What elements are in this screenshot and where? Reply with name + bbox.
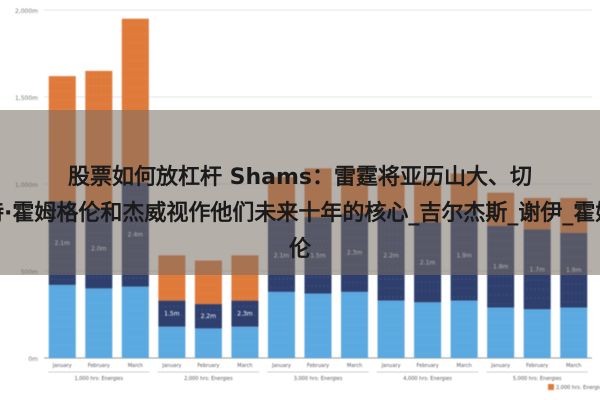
group-label: 2,000 hrs: Energies bbox=[184, 376, 233, 382]
x-tick-label: March bbox=[457, 363, 472, 369]
group-label: 3,000 hrs: Energies bbox=[294, 376, 343, 382]
bar-segment bbox=[194, 328, 222, 358]
group-label: 5,000 hrs: Energies bbox=[513, 376, 562, 382]
group-label: 1,000 hrs: Energies bbox=[74, 376, 123, 382]
bar-segment bbox=[158, 326, 186, 358]
bar-segment bbox=[450, 300, 478, 358]
x-axis-ticks: January February March January February March… bbox=[52, 363, 582, 369]
x-tick-label: January bbox=[381, 363, 401, 369]
bar-segment bbox=[560, 307, 588, 358]
legend-swatch bbox=[548, 384, 554, 390]
bar-segment bbox=[414, 302, 442, 358]
headline-line-1: 股票如何放杠杆 Shams：雷霆将亚历山大、切 bbox=[67, 165, 533, 190]
bar-segment bbox=[194, 304, 222, 329]
bar-segment bbox=[121, 286, 149, 358]
x-axis-groups: 1,000 hrs: Energies 2,000 hrs: Energies 3,… bbox=[48, 371, 588, 382]
bar-segment bbox=[267, 291, 295, 358]
x-tick-label: January bbox=[490, 363, 510, 369]
bar-segment bbox=[523, 309, 551, 358]
headline-line-3: 伦 bbox=[288, 237, 311, 262]
bar-segment bbox=[304, 293, 332, 358]
y-tick-label: 0m bbox=[28, 356, 38, 363]
headline-overlay bbox=[0, 110, 600, 275]
x-tick-label: January bbox=[271, 363, 291, 369]
data-label: 2.3m bbox=[237, 311, 253, 318]
bar-segment bbox=[487, 307, 515, 358]
x-tick-label: March bbox=[237, 363, 252, 369]
y-tick-label: 1,500m bbox=[15, 95, 38, 102]
data-label: 1.5m bbox=[164, 311, 180, 318]
bar-segment bbox=[48, 284, 76, 358]
x-tick-label: February bbox=[197, 363, 219, 369]
bar-segment bbox=[85, 288, 113, 358]
bar-segment bbox=[377, 300, 405, 358]
x-tick-label: January bbox=[52, 363, 72, 369]
headline: 股票如何放杠杆 Shams：雷霆将亚历山大、切 特·霍姆格伦和杰威视作他们未来十… bbox=[0, 160, 600, 268]
bar-segment bbox=[341, 291, 369, 358]
bar-segment bbox=[158, 300, 186, 327]
x-tick-label: February bbox=[307, 363, 329, 369]
y-tick-label: 2,000m bbox=[15, 8, 38, 15]
x-tick-label: March bbox=[566, 363, 581, 369]
x-tick-label: February bbox=[417, 363, 439, 369]
legend-label: 2,000 hrs: Energies bbox=[556, 385, 600, 391]
x-tick-label: March bbox=[128, 363, 143, 369]
x-tick-label: January bbox=[161, 363, 181, 369]
data-label: 2.2m bbox=[201, 313, 217, 320]
headline-line-2: 特·霍姆格伦和杰威视作他们未来十年的核心_吉尔杰斯_谢伊_霍姆格 bbox=[0, 201, 600, 226]
x-tick-label: February bbox=[88, 363, 110, 369]
bar-segment bbox=[231, 300, 259, 327]
x-tick-label: February bbox=[526, 363, 548, 369]
legend: 2,000 hrs: Energies bbox=[548, 384, 600, 391]
x-tick-label: March bbox=[347, 363, 362, 369]
group-label: 4,000 hrs: Energies bbox=[403, 376, 452, 382]
bar-segment bbox=[231, 326, 259, 358]
